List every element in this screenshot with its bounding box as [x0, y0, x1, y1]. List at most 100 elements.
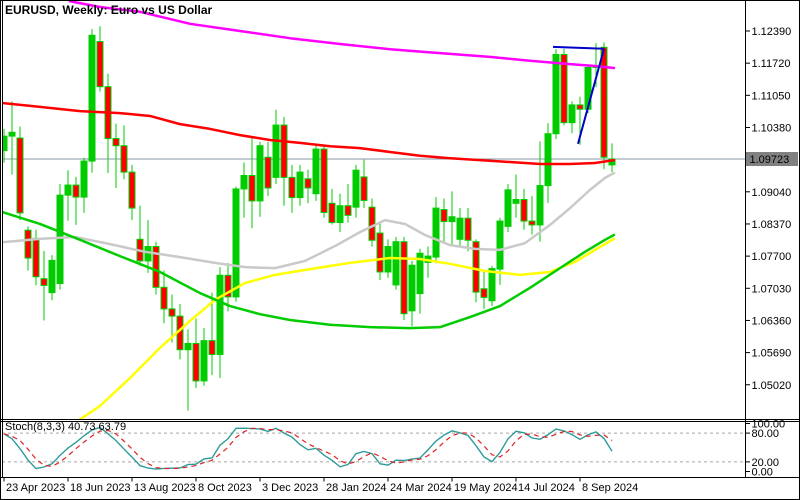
bull-candle-body — [240, 174, 248, 190]
bull-candle-body — [256, 145, 264, 202]
bull-candle-body — [8, 131, 16, 137]
bear-candle-body — [72, 184, 80, 198]
main-price-plot[interactable] — [1, 0, 745, 421]
bull-candle-body — [312, 148, 320, 195]
bull-candle-body — [184, 342, 192, 351]
date-tick-label: 28 Jan 2024 — [326, 482, 387, 494]
bull-candle-body — [200, 340, 208, 382]
stochastic-indicator-label: Stoch(8,3,3) 40.73 63.79 — [5, 421, 127, 433]
stoch-tick-label: 80.00 — [752, 428, 780, 440]
stoch-tick-label: 100.00 — [752, 419, 786, 431]
moving-average-ma-red — [2, 101, 616, 166]
price-tick-label: 1.09040 — [752, 187, 792, 199]
bear-candle-body — [32, 237, 40, 278]
bear-candle-body — [440, 209, 448, 223]
bear-candle-body — [160, 286, 168, 310]
bull-candle-body — [544, 133, 552, 187]
price-tick-label: 1.07700 — [752, 251, 792, 263]
chart-title: EURUSD, Weekly: Euro vs US Dollar — [5, 3, 213, 17]
date-tick-label: 8 Oct 2023 — [198, 482, 252, 494]
price-tick-label: 1.11720 — [752, 58, 791, 70]
bull-candle-body — [216, 274, 224, 356]
bull-candle-body — [272, 124, 280, 178]
bear-candle-body — [16, 137, 24, 214]
price-tick-label: 1.12390 — [752, 26, 792, 38]
bull-candle-body — [48, 259, 56, 294]
bear-candle-body — [248, 174, 256, 202]
stochastic-panel[interactable] — [2, 426, 745, 470]
bear-candle-body — [264, 156, 272, 189]
trendline-drawing[interactable] — [577, 48, 605, 145]
bear-candle-body — [128, 171, 136, 209]
bear-candle-body — [320, 148, 328, 213]
bull-candle-body — [568, 104, 576, 124]
bear-candle-body — [280, 124, 288, 178]
bull-candle-body — [504, 189, 512, 227]
current-price-badge — [746, 152, 798, 167]
bull-candle-body — [232, 188, 240, 298]
bear-candle-body — [480, 288, 488, 298]
price-tick-label: 1.10380 — [752, 122, 792, 134]
bull-candle-body — [352, 169, 360, 208]
date-tick-label: 23 Apr 2023 — [6, 482, 65, 494]
trendline-drawing[interactable] — [552, 45, 605, 50]
moving-average-ma-gray — [2, 171, 616, 270]
bear-candle-body — [224, 274, 232, 298]
date-tick-label: 13 Aug 2023 — [134, 482, 196, 494]
bear-candle-body — [368, 206, 376, 241]
bear-candle-body — [152, 246, 160, 288]
bull-candle-body — [512, 198, 520, 204]
bear-candle-body — [576, 104, 584, 110]
stoch-tick-label: 20.00 — [752, 457, 780, 469]
date-tick-label: 24 Mar 2024 — [390, 482, 452, 494]
moving-average-ma-yellow — [78, 237, 616, 419]
bear-candle-body — [208, 340, 216, 356]
bull-candle-body — [64, 184, 72, 196]
stoch-tick-label: 0.00 — [752, 467, 773, 479]
bull-candle-body — [392, 241, 400, 286]
bear-candle-body — [24, 229, 32, 259]
time-axis[interactable]: 23 Apr 2023 18 Jun 2023 13 Aug 2023 8 Oct 2… — [3, 477, 638, 495]
bear-candle-body — [520, 198, 528, 222]
price-axis[interactable]: 1.12390 1.11720 1.11050 1.10380 1.09040 1.083… — [745, 26, 798, 392]
date-tick-label: 3 Dec 2023 — [262, 482, 318, 494]
bear-candle-body — [304, 178, 312, 189]
bear-candle-body — [560, 54, 568, 124]
bear-candle-body — [120, 145, 128, 173]
bull-candle-body — [536, 185, 544, 226]
bull-candle-body — [456, 217, 464, 240]
price-tick-label: 1.05020 — [752, 380, 792, 392]
price-tick-label: 1.08370 — [752, 219, 792, 231]
moving-average-ma-green — [2, 210, 616, 330]
bear-candle-body — [328, 202, 336, 224]
price-tick-label: 1.11050 — [752, 90, 791, 102]
bear-candle-body — [376, 232, 384, 273]
bull-candle-body — [56, 194, 64, 284]
bull-candle-body — [2, 135, 8, 152]
bear-candle-body — [464, 217, 472, 241]
bear-candle-body — [112, 138, 120, 147]
bear-candle-body — [288, 176, 296, 199]
bear-candle-body — [40, 278, 48, 286]
price-tick-label: 1.07030 — [752, 283, 792, 295]
bull-candle-body — [416, 252, 424, 295]
bull-candle-body — [88, 34, 96, 162]
bear-candle-body — [96, 41, 104, 88]
bull-candle-body — [552, 54, 560, 135]
bull-candle-body — [80, 160, 88, 198]
price-tick-label: 1.06360 — [752, 315, 792, 327]
bear-candle-body — [360, 176, 368, 201]
date-tick-label: 19 May 2024 — [454, 482, 518, 494]
date-tick-label: 18 Jun 2023 — [70, 482, 131, 494]
bear-candle-body — [168, 308, 176, 317]
date-tick-label: 8 Sep 2024 — [582, 482, 638, 494]
current-price-value: 1.09723 — [750, 154, 790, 166]
moving-average-ma-magenta — [68, 0, 616, 70]
bear-candle-body — [600, 46, 608, 158]
stoch-main-line — [3, 426, 613, 470]
date-tick-label: 14 Jul 2024 — [518, 482, 575, 494]
bull-candle-body — [336, 205, 344, 224]
